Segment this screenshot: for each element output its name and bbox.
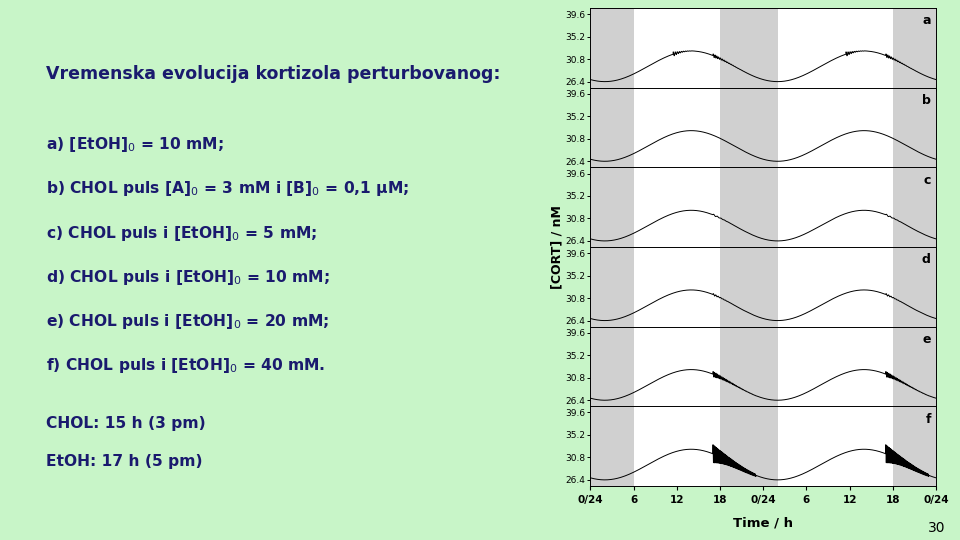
Bar	[893, 8, 936, 88]
Text: d: d	[922, 253, 931, 266]
Bar	[720, 8, 778, 88]
Text: c) CHOL puls i [EtOH]$_0$ = 5 mM;: c) CHOL puls i [EtOH]$_0$ = 5 mM;	[46, 224, 317, 242]
Bar	[590, 8, 634, 88]
Bar	[590, 247, 634, 327]
Bar	[590, 327, 634, 406]
Text: CHOL: 15 h (3 pm): CHOL: 15 h (3 pm)	[46, 416, 205, 431]
Text: [CORT] / nM: [CORT] / nM	[550, 205, 564, 289]
Text: EtOH: 17 h (5 pm): EtOH: 17 h (5 pm)	[46, 454, 203, 469]
Bar	[590, 167, 634, 247]
Text: a: a	[923, 15, 931, 28]
Text: e: e	[923, 333, 931, 346]
Bar	[893, 247, 936, 327]
Bar	[720, 167, 778, 247]
Text: c: c	[924, 174, 931, 187]
Text: Time / h: Time / h	[733, 516, 793, 529]
Bar	[590, 406, 634, 486]
Text: 30: 30	[928, 521, 946, 535]
Text: d) CHOL puls i [EtOH]$_0$ = 10 mM;: d) CHOL puls i [EtOH]$_0$ = 10 mM;	[46, 268, 329, 287]
Bar	[893, 88, 936, 167]
Bar	[720, 88, 778, 167]
Text: f) CHOL puls i [EtOH]$_0$ = 40 mM.: f) CHOL puls i [EtOH]$_0$ = 40 mM.	[46, 356, 325, 375]
Text: e) CHOL puls i [EtOH]$_0$ = 20 mM;: e) CHOL puls i [EtOH]$_0$ = 20 mM;	[46, 312, 329, 331]
Bar	[893, 167, 936, 247]
Text: Vremenska evolucija kortizola perturbovanog:: Vremenska evolucija kortizola perturbova…	[46, 65, 500, 83]
Text: a) [EtOH]$_0$ = 10 mM;: a) [EtOH]$_0$ = 10 mM;	[46, 135, 224, 154]
Bar	[720, 247, 778, 327]
Bar	[720, 406, 778, 486]
Text: b: b	[922, 94, 931, 107]
Text: f: f	[925, 413, 931, 426]
Bar	[720, 327, 778, 406]
Text: b) CHOL puls [A]$_0$ = 3 mM i [B]$_0$ = 0,1 μM;: b) CHOL puls [A]$_0$ = 3 mM i [B]$_0$ = …	[46, 179, 409, 198]
Bar	[893, 327, 936, 406]
Bar	[590, 88, 634, 167]
Bar	[893, 406, 936, 486]
